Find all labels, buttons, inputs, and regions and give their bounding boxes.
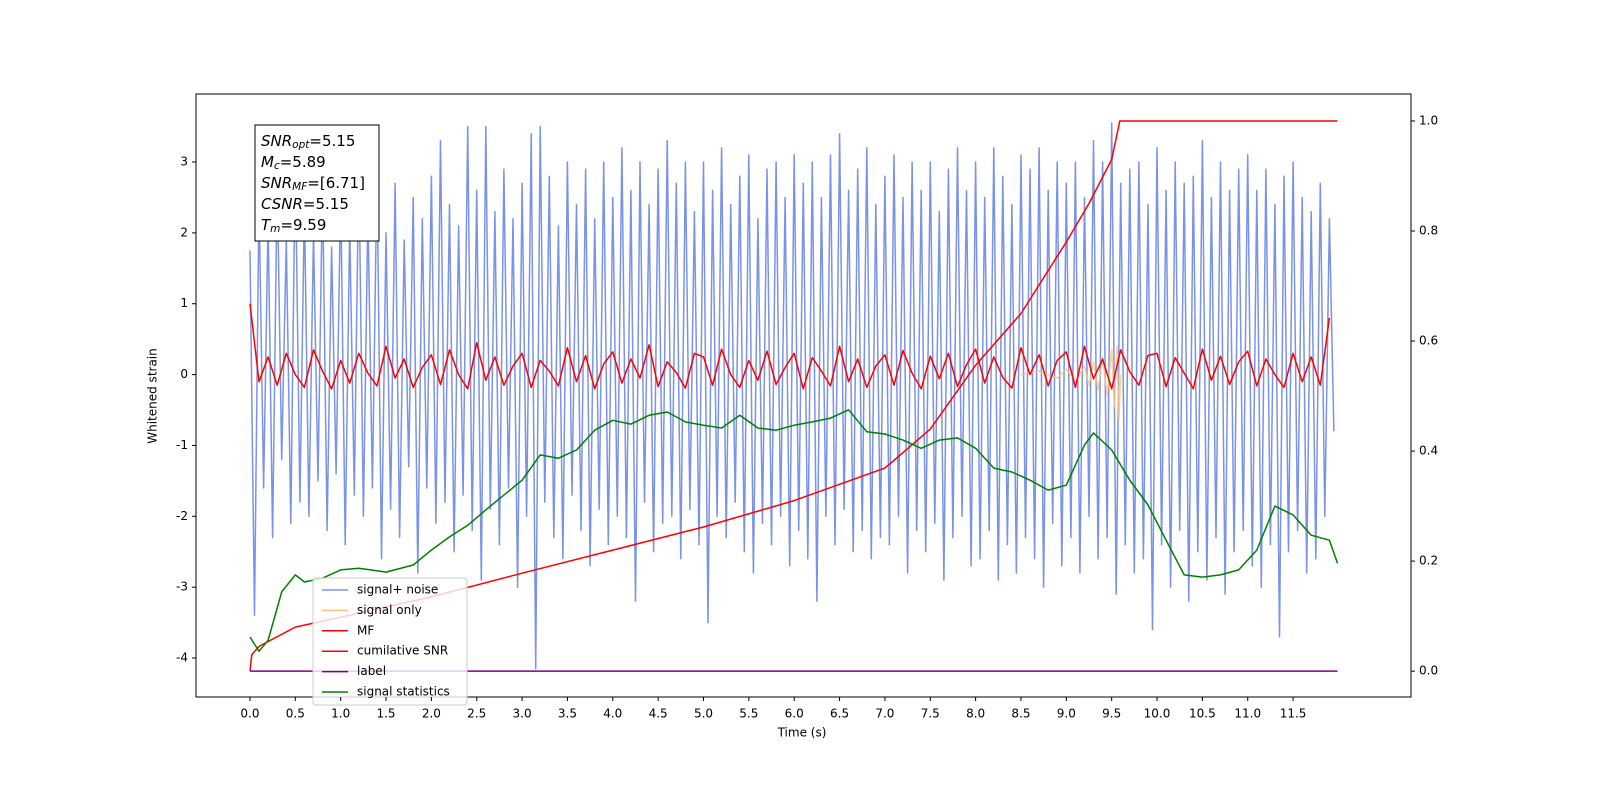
y-tick-label: -3	[176, 580, 188, 594]
x-tick-label: 7.0	[875, 707, 894, 721]
x-tick-label: 3.5	[558, 707, 577, 721]
annotation-value: =9.59	[280, 216, 326, 234]
y-tick-label: 3	[180, 155, 188, 169]
x-tick-label: 11.0	[1234, 707, 1261, 721]
y2-tick-label: 0.0	[1419, 664, 1438, 678]
y2-tick-label: 1.0	[1419, 113, 1438, 127]
annotation-subscript: MF	[292, 181, 308, 193]
x-tick-label: 1.5	[376, 707, 395, 721]
x-tick-label: 2.0	[422, 707, 441, 721]
legend-label: label	[357, 664, 386, 678]
legend-label: signal only	[357, 603, 422, 617]
legend-label: signal statistics	[357, 685, 450, 699]
annotation-line: SNRMF=[6.71]	[261, 174, 365, 194]
annotation-line: Mc=5.89	[261, 153, 326, 173]
legend-label: MF	[357, 623, 374, 637]
x-tick-label: 3.0	[513, 707, 532, 721]
y2-tick-label: 0.2	[1419, 554, 1438, 568]
legend: signal+ noise signal only MF cumilative SNR…	[312, 577, 468, 706]
annotation-symbol: SNR	[261, 132, 292, 150]
annotation-value: =5.15	[303, 195, 349, 213]
y-tick-label: -2	[176, 509, 188, 523]
y2-tick-label: 0.4	[1419, 444, 1438, 458]
y-tick-label: 2	[180, 225, 188, 239]
annotation-value: =5.89	[280, 153, 326, 171]
series-line	[249, 122, 1335, 670]
x-tick-label: 8.0	[966, 707, 985, 721]
x-axis-label: Time (s)	[777, 726, 827, 740]
annotation-box: SNRopt=5.15Mc=5.89SNRMF=[6.71]CSNR=5.15T…	[254, 124, 380, 242]
plot-area	[249, 120, 1339, 672]
annotation-symbol: T	[261, 216, 272, 234]
x-tick-label: 4.0	[603, 707, 622, 721]
y-tick-label: 0	[180, 367, 188, 381]
x-tick-label: 7.5	[921, 707, 940, 721]
series-line	[249, 409, 1339, 653]
legend-label: signal+ noise	[357, 583, 438, 597]
x-tick-label: 9.5	[1102, 707, 1121, 721]
y2-tick-label: 0.8	[1419, 223, 1438, 237]
x-tick-label: 10.5	[1189, 707, 1216, 721]
y2-tick-label: 0.6	[1419, 334, 1438, 348]
annotation-line: SNRopt=5.15	[261, 132, 355, 152]
annotation-subscript: opt	[292, 139, 310, 151]
annotation-symbol: SNR	[261, 174, 292, 192]
x-tick-label: 10.0	[1144, 707, 1171, 721]
x-tick-label: 2.5	[467, 707, 486, 721]
annotation-frame	[254, 124, 380, 242]
annotation-symbol: M	[261, 153, 274, 171]
x-tick-label: 8.5	[1011, 707, 1030, 721]
x-tick-label: 0.0	[240, 707, 259, 721]
y-tick-label: -1	[176, 438, 188, 452]
series-line	[249, 303, 1331, 390]
legend-frame	[312, 577, 468, 706]
y-axis-label: Whitened strain	[146, 348, 160, 444]
series-line	[1020, 345, 1122, 422]
series-line	[249, 120, 1338, 672]
x-tick-label: 11.5	[1280, 707, 1307, 721]
axes-frame	[195, 93, 1412, 698]
x-tick-label: 9.0	[1057, 707, 1076, 721]
x-tick-label: 6.0	[785, 707, 804, 721]
y-tick-label: -4	[176, 651, 188, 665]
annotation-line: Tm=9.59	[261, 216, 326, 236]
annotation-subscript: c	[274, 160, 280, 172]
x-tick-label: 1.0	[331, 707, 350, 721]
y-tick-label: 1	[180, 296, 188, 310]
x-tick-label: 0.5	[286, 707, 305, 721]
x-tick-label: 5.0	[694, 707, 713, 721]
annotation-line: CSNR=5.15	[261, 195, 349, 213]
annotation-subscript: m	[270, 223, 280, 235]
annotation-symbol: CSNR	[261, 195, 303, 213]
x-tick-label: 6.5	[830, 707, 849, 721]
legend-label: cumilative SNR	[357, 644, 448, 658]
annotation-value: =[6.71]	[307, 174, 365, 192]
x-tick-label: 5.5	[739, 707, 758, 721]
annotation-value: =5.15	[309, 132, 355, 150]
x-tick-label: 4.5	[649, 707, 668, 721]
